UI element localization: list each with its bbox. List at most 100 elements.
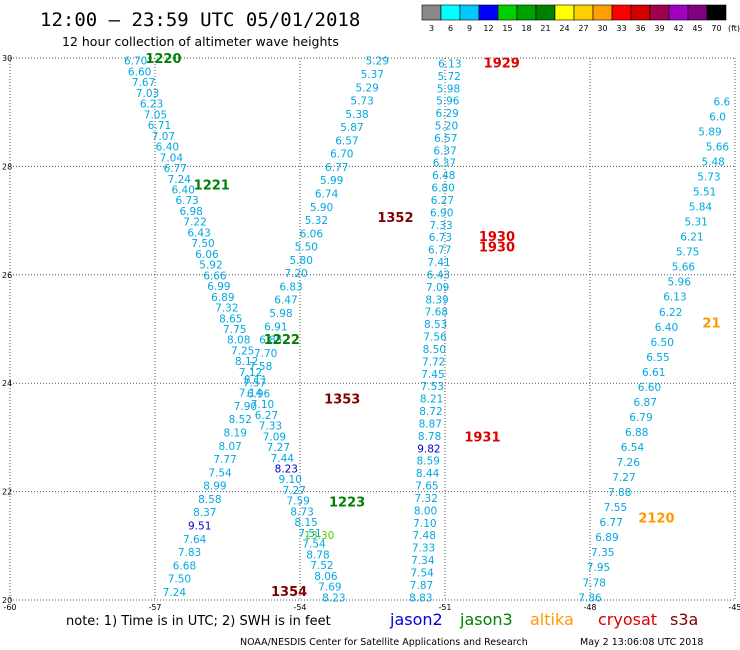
legend-unit: (ft): [728, 24, 740, 33]
wave-height-value: 9.10: [279, 474, 302, 486]
wave-height-value: 7.10: [413, 518, 436, 530]
wave-height-value: 5.84: [689, 202, 713, 214]
wave-height-value: 7.83: [178, 547, 201, 559]
legend-level-label: 15: [502, 24, 512, 33]
wave-height-value: 5.92: [199, 260, 222, 272]
wave-height-value: 8.06: [314, 571, 338, 583]
chart-subtitle: 12 hour collection of altimeter wave hei…: [62, 34, 339, 49]
wave-height-value: 6.40: [655, 322, 678, 334]
wave-height-value: 5.66: [672, 262, 696, 274]
wave-height-value: 5.75: [676, 247, 699, 259]
wave-height-value: 7.59: [286, 496, 309, 508]
y-tick-label: 20: [2, 596, 12, 605]
wave-height-value: 8.87: [419, 418, 442, 430]
wave-height-value: 6.57: [434, 133, 457, 145]
wave-height-value: 6.77: [600, 517, 623, 529]
legend-level-label: 33: [616, 24, 626, 33]
y-tick-label: 24: [2, 379, 12, 388]
wave-height-value: 7.07: [152, 131, 175, 143]
wave-height-tracks: 6.706.607.677.036.237.056.717.076.407.04…: [124, 56, 731, 605]
wave-height-value: 6.13: [663, 292, 686, 304]
wave-height-value: 5.29: [355, 82, 378, 94]
wave-height-value: 8.72: [419, 406, 442, 418]
wave-height-value: 8.99: [203, 481, 226, 493]
wave-height-value: 8.08: [227, 335, 250, 347]
wave-height-value: 8.50: [423, 344, 446, 356]
wave-height-value: 6.6: [713, 96, 730, 108]
wave-height-value: 8.07: [218, 441, 241, 453]
wave-height-value: 6.50: [651, 337, 674, 349]
wave-height-value: 6.90: [430, 207, 453, 219]
wave-height-value: 7.26: [617, 457, 641, 469]
wave-height-value: 8.83: [409, 592, 432, 604]
wave-height-value: 5.99: [320, 175, 343, 187]
wave-height-value: 7.33: [412, 543, 435, 555]
legend-level-label: 30: [597, 24, 607, 33]
wave-height-value: 7.50: [168, 574, 191, 586]
legend-swatch: [611, 4, 632, 21]
wave-height-value: 6.22: [659, 307, 682, 319]
legend-swatch: [535, 4, 556, 21]
pass-time-label: 1223: [329, 495, 365, 510]
wave-height-value: 6.40: [156, 142, 179, 154]
legend-swatch: [630, 4, 651, 21]
wave-height-value: 5.98: [269, 308, 292, 320]
wave-height-value: 7.69: [318, 582, 341, 594]
wave-height-value: 6.48: [432, 170, 455, 182]
legend-level-label: 18: [521, 24, 531, 33]
legend-swatch: [668, 4, 689, 21]
wave-height-value: 5.32: [305, 215, 328, 227]
wave-height-value: 6.13: [438, 58, 461, 70]
wave-height-value: 6.77: [164, 163, 187, 175]
y-tick-label: 26: [2, 271, 12, 280]
wave-height-value: 5.37: [361, 69, 384, 81]
x-tick-label: -51: [438, 603, 451, 612]
pass-time-label: 1352: [377, 211, 413, 226]
wave-height-value: 5.96: [668, 277, 692, 289]
wave-height-value: 6.98: [179, 206, 202, 218]
wave-height-value: 6.37: [433, 145, 456, 157]
legend-level-label: 27: [578, 24, 588, 33]
wave-height-value: 7.55: [604, 502, 627, 514]
wave-height-value: 5.89: [698, 126, 721, 138]
wave-height-value: 6.87: [634, 397, 657, 409]
wave-height-value: 5.90: [310, 202, 333, 214]
y-tick-label: 22: [2, 488, 12, 497]
wave-height-value: 7.33: [259, 421, 282, 433]
wave-height-value: 6.29: [435, 108, 458, 120]
wave-height-value: 6.54: [621, 442, 645, 454]
y-tick-label: 30: [2, 54, 12, 63]
pass-time-label: 1931: [464, 430, 500, 445]
satellite-legend-jason3: jason3: [459, 610, 513, 629]
wave-height-value: 7.54: [208, 467, 232, 479]
legend-level-label: 24: [559, 24, 569, 33]
wave-height-value: 7.54: [410, 567, 434, 579]
wave-height-value: 7.04: [160, 152, 184, 164]
legend-swatch: [478, 4, 499, 21]
wave-height-value: 7.12: [239, 367, 262, 379]
legend-swatch: [649, 4, 670, 21]
wave-height-value: 7.65: [415, 481, 438, 493]
wave-height-value: 7.86: [578, 592, 602, 604]
wave-height-value: 5.72: [437, 71, 460, 83]
wave-height-value: 8.58: [198, 494, 221, 506]
wave-height-value: 8.12: [235, 356, 258, 368]
satellite-legend-altika: altika: [530, 610, 574, 629]
wave-height-value: 8.53: [424, 319, 447, 331]
pass-time-label: 1220: [145, 52, 181, 67]
wave-height-value: 6.21: [680, 232, 703, 244]
wave-height-value: 6.85: [259, 335, 282, 347]
wave-height-value: 5.48: [701, 156, 724, 168]
wave-height-value: 7.75: [223, 324, 246, 336]
wave-height-value: 5.96: [436, 96, 460, 108]
wave-height-value: 6.43: [187, 227, 210, 239]
wave-height-value: 6.96: [247, 388, 271, 400]
wave-height-value: 7.72: [422, 356, 445, 368]
wave-height-value: 6.23: [140, 99, 163, 111]
legend-level-label: 3: [429, 24, 434, 33]
wave-height-value: 7.27: [267, 442, 290, 454]
wave-height-value: 6.70: [124, 56, 147, 68]
wave-height-value: 6.57: [335, 135, 358, 147]
wave-height-value: 6.88: [625, 427, 648, 439]
wave-height-value: 8.23: [322, 592, 345, 604]
